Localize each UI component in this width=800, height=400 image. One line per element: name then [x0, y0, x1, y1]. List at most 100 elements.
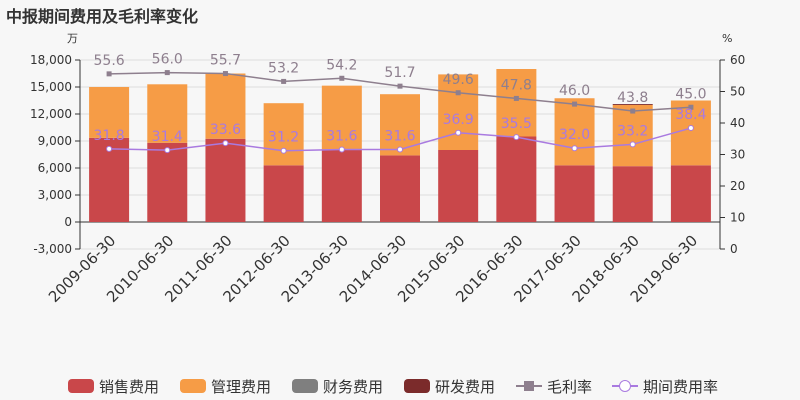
- data-label-expense-rate: 31.4: [152, 129, 183, 145]
- bar-admin: [147, 84, 188, 143]
- legend-label-finance: 财务费用: [323, 377, 384, 396]
- legend-swatch-sales: [68, 379, 94, 393]
- bar-sales: [612, 166, 653, 222]
- legend-marker-expense-rate: [612, 379, 638, 393]
- legend-swatch-finance: [292, 379, 318, 393]
- data-label-expense-rate: 35.5: [501, 116, 532, 132]
- legend-label-gross-margin: 毛利率: [547, 377, 593, 396]
- bar-admin: [612, 105, 653, 167]
- bar-admin: [263, 103, 304, 166]
- point-expense-rate: [280, 147, 287, 154]
- point-expense-rate: [629, 141, 636, 148]
- data-label-gross-margin: 47.8: [501, 77, 532, 93]
- bar-sales: [205, 138, 246, 222]
- data-label-expense-rate: 31.6: [326, 128, 357, 144]
- point-gross-margin: [164, 70, 170, 76]
- y-right-tick-label: 40: [730, 116, 745, 130]
- bar-sales: [554, 165, 595, 222]
- legend-item-rnd[interactable]: 研发费用: [404, 374, 495, 398]
- point-gross-margin: [281, 78, 287, 84]
- bar-sales: [670, 165, 711, 222]
- bar-admin: [438, 74, 479, 150]
- point-gross-margin: [397, 83, 403, 89]
- y-right-tick-label: 20: [730, 179, 745, 193]
- y-right-tick-label: 50: [730, 85, 745, 99]
- point-gross-margin: [222, 71, 228, 77]
- y-left-tick-label: 18,000: [30, 53, 72, 67]
- y-left-tick-label: 15,000: [30, 80, 72, 94]
- y-right-tick-label: 0: [730, 242, 738, 256]
- point-gross-margin: [455, 90, 461, 96]
- point-gross-margin: [339, 75, 345, 81]
- legend-label-admin: 管理费用: [211, 377, 272, 396]
- point-gross-margin: [513, 95, 519, 101]
- legend-swatch-admin: [180, 379, 206, 393]
- legend-label-expense-rate: 期间费用率: [643, 377, 719, 396]
- data-label-expense-rate: 31.8: [94, 128, 125, 144]
- bar-admin: [496, 69, 537, 137]
- legend: 销售费用 管理费用 财务费用 研发费用 毛利率 期间费用率: [0, 374, 800, 398]
- legend-label-sales: 销售费用: [99, 377, 160, 396]
- bar-rnd: [612, 104, 653, 105]
- bar-sales: [321, 150, 362, 222]
- data-label-gross-margin: 54.2: [326, 57, 357, 73]
- data-label-gross-margin: 51.7: [384, 65, 415, 81]
- y-right-tick-label: 30: [730, 148, 745, 162]
- bar-sales: [147, 142, 188, 222]
- point-expense-rate: [397, 146, 403, 153]
- data-label-gross-margin: 46.0: [559, 83, 590, 99]
- y-right-tick-label: 60: [730, 53, 745, 67]
- point-expense-rate: [513, 134, 520, 141]
- y-right-unit: %: [722, 32, 732, 45]
- y-left-unit: 万: [67, 32, 78, 45]
- bar-admin: [89, 87, 130, 138]
- legend-swatch-rnd: [404, 379, 430, 393]
- data-label-expense-rate: 31.2: [268, 130, 299, 146]
- data-label-gross-margin: 53.2: [268, 60, 299, 76]
- point-expense-rate: [338, 146, 345, 153]
- y-left-tick-label: 6,000: [38, 161, 72, 175]
- bar-admin: [205, 73, 246, 139]
- point-expense-rate: [455, 129, 462, 136]
- data-label-gross-margin: 49.6: [443, 72, 474, 88]
- bar-sales: [263, 165, 304, 222]
- data-label-expense-rate: 36.9: [443, 112, 474, 128]
- bar-admin: [554, 98, 595, 166]
- point-expense-rate: [687, 125, 694, 132]
- y-right-tick-label: 10: [730, 211, 745, 225]
- data-label-expense-rate: 38.4: [675, 107, 706, 123]
- legend-item-expense-rate[interactable]: 期间费用率: [612, 374, 718, 398]
- point-expense-rate: [571, 145, 578, 152]
- legend-label-rnd: 研发费用: [435, 377, 496, 396]
- data-label-expense-rate: 31.6: [384, 128, 415, 144]
- point-expense-rate: [222, 140, 229, 147]
- bar-sales: [89, 137, 130, 222]
- point-gross-margin: [106, 71, 112, 77]
- point-gross-margin: [630, 108, 636, 114]
- y-left-tick-label: 0: [64, 215, 72, 229]
- bar-sales: [496, 136, 537, 222]
- data-label-gross-margin: 55.6: [94, 53, 125, 69]
- legend-item-sales[interactable]: 销售费用: [68, 374, 159, 398]
- data-label-gross-margin: 56.0: [152, 52, 183, 68]
- y-left-tick-label: -3,000: [33, 242, 72, 256]
- data-label-expense-rate: 32.0: [559, 127, 590, 143]
- y-left-tick-label: 12,000: [30, 107, 72, 121]
- chart-canvas: -3,000 0 3,000 6,000 9,000 12,000 15,000 18,000…: [30, 32, 745, 306]
- chart-title: 中报期间费用及毛利率变化: [6, 7, 199, 26]
- y-left-tick-label: 9,000: [38, 134, 72, 148]
- point-gross-margin: [572, 101, 578, 107]
- bar-sales: [380, 155, 420, 222]
- bar-admin: [670, 100, 711, 166]
- legend-item-admin[interactable]: 管理费用: [180, 374, 271, 398]
- y-left-tick-label: 3,000: [38, 188, 72, 202]
- legend-marker-gross-margin: [516, 379, 542, 393]
- legend-item-finance[interactable]: 财务费用: [292, 374, 383, 398]
- legend-item-gross-margin[interactable]: 毛利率: [516, 374, 592, 398]
- data-label-expense-rate: 33.6: [210, 122, 241, 138]
- data-label-gross-margin: 43.8: [617, 90, 648, 106]
- data-label-gross-margin: 45.0: [675, 86, 706, 102]
- data-label-gross-margin: 55.7: [210, 53, 241, 69]
- bar-admin: [321, 85, 362, 150]
- point-expense-rate: [106, 145, 113, 152]
